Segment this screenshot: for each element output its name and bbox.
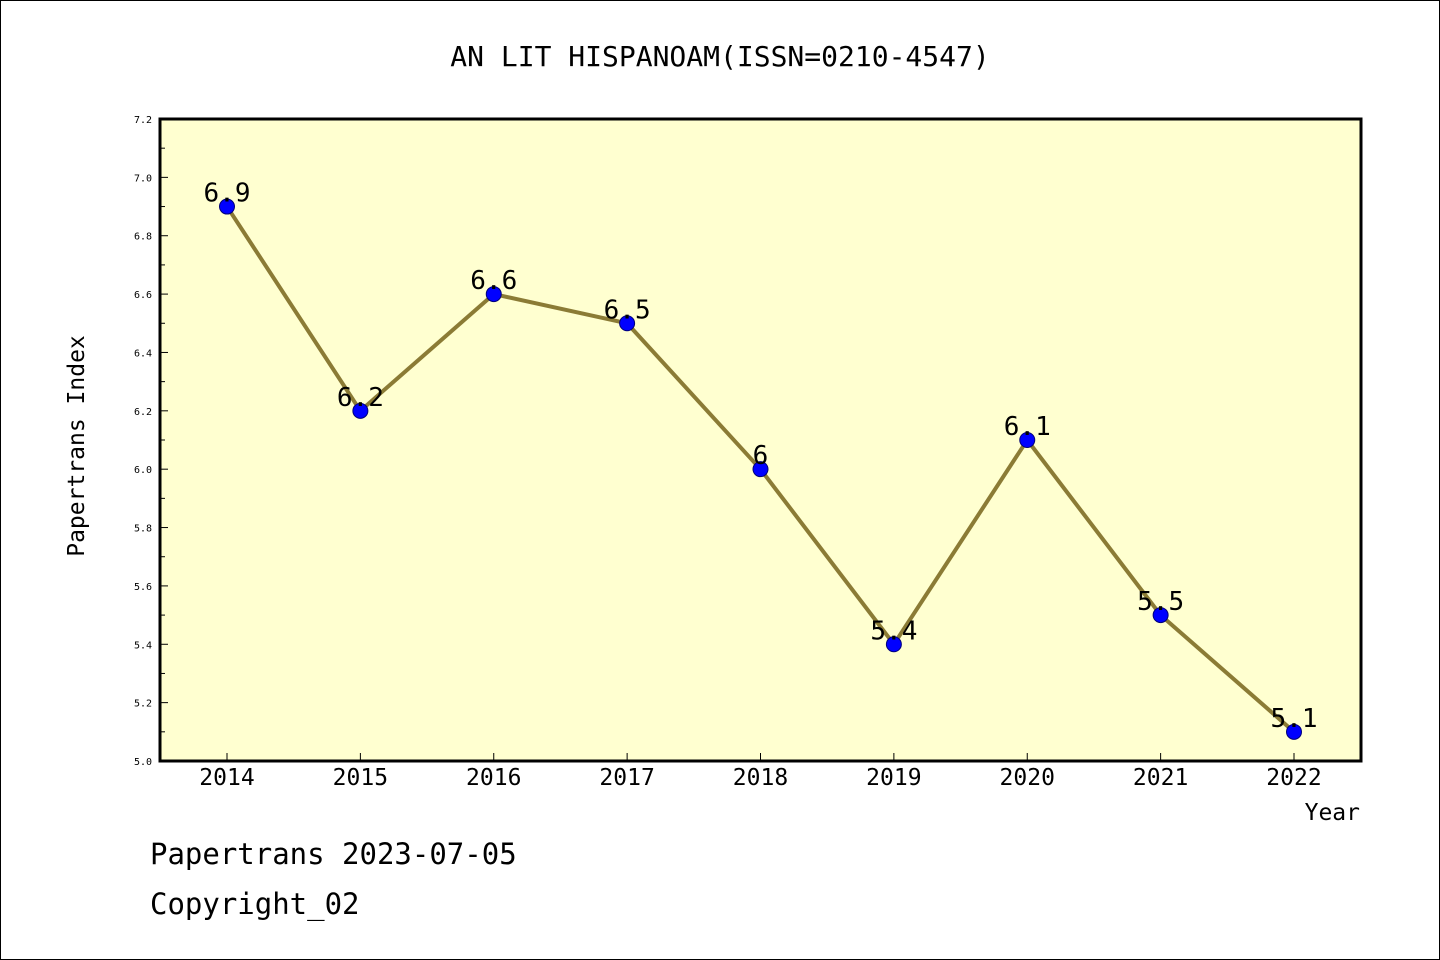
y-tick-label: 6.6 (134, 290, 152, 301)
data-points (219, 198, 1302, 740)
data-label: 6.2 (337, 383, 384, 413)
x-tick-label: 2017 (599, 765, 654, 791)
y-tick-label: 5.6 (134, 582, 152, 593)
x-axis-label: Year (1305, 800, 1360, 826)
y-tick-label: 7.2 (134, 115, 152, 126)
y-axis-label: Papertrans Index (64, 335, 90, 557)
data-label: 6.9 (204, 179, 251, 209)
y-tick-label: 6.0 (134, 465, 152, 476)
footer-date: Papertrans 2023-07-05 (150, 837, 517, 871)
y-tick-label: 5.0 (134, 757, 152, 768)
data-point (619, 315, 636, 332)
data-label: 6.6 (470, 266, 517, 296)
data-label: 5.1 (1271, 704, 1318, 734)
data-labels: 6.9 6.2 6.6 6.5 6 5.4 6.1 5.5 5.1 (204, 179, 1318, 734)
x-tick-label: 2014 (199, 765, 254, 791)
data-label: 5.5 (1137, 587, 1184, 617)
y-tick-label: 6.2 (134, 407, 152, 418)
x-tick-label: 2020 (1000, 765, 1055, 791)
data-point (1152, 607, 1169, 624)
x-tick-label: 2019 (866, 765, 921, 791)
data-point (1019, 432, 1036, 448)
x-tick-label: 2016 (466, 765, 521, 791)
y-axis-ticks: 5.0 5.2 5.4 5.6 5.8 6.0 6.2 6.4 6.6 6.8 7.0 7.2 (134, 115, 168, 768)
data-point (752, 461, 769, 478)
data-label: 6.1 (1004, 412, 1051, 442)
data-point (219, 198, 235, 215)
plot-area (158, 117, 1363, 763)
y-tick-label: 7.0 (134, 173, 152, 184)
y-tick-label: 5.2 (134, 699, 152, 710)
footer-copyright: Copyright_02 (150, 887, 360, 922)
x-tick-label: 2018 (733, 765, 788, 791)
data-point (1286, 723, 1302, 740)
x-axis-ticks: 2014 2015 2016 2017 2018 2019 2020 2021 2022 (199, 753, 1322, 791)
data-label: 6 (753, 441, 769, 471)
x-tick-label: 2015 (333, 765, 388, 791)
data-point (885, 636, 902, 653)
x-tick-label: 2022 (1266, 765, 1321, 791)
data-point (485, 286, 502, 303)
y-tick-label: 6.8 (134, 232, 152, 243)
data-label: 6.5 (604, 295, 651, 325)
data-point (352, 402, 369, 419)
y-tick-label: 6.4 (134, 348, 152, 359)
chart-title: AN LIT HISPANOAM(ISSN=0210-4547) (450, 40, 989, 73)
y-tick-label: 5.8 (134, 524, 152, 535)
data-label: 5.4 (870, 616, 917, 646)
y-tick-label: 5.4 (134, 640, 152, 651)
x-tick-label: 2021 (1133, 765, 1188, 791)
